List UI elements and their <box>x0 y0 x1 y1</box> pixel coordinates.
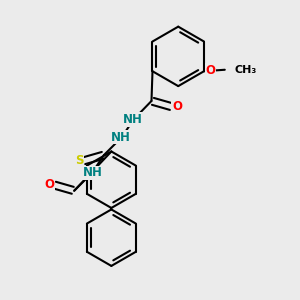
Text: O: O <box>206 64 215 77</box>
Text: NH: NH <box>83 167 103 179</box>
Text: O: O <box>44 178 54 191</box>
Text: NH: NH <box>122 113 142 126</box>
Text: S: S <box>75 154 83 167</box>
Text: CH₃: CH₃ <box>235 65 257 75</box>
Text: NH: NH <box>111 131 130 144</box>
Text: O: O <box>172 100 182 113</box>
